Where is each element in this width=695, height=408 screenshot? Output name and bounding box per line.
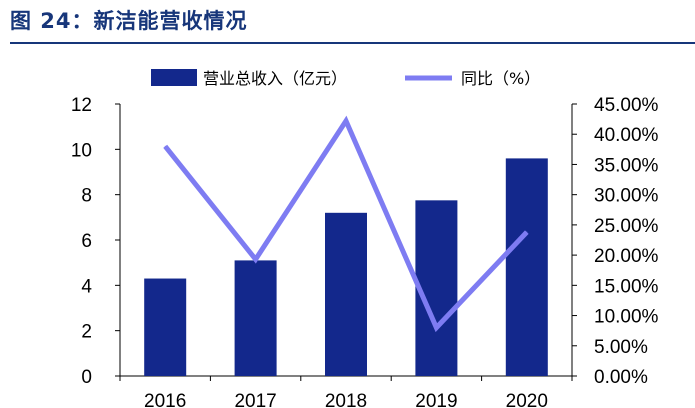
x-tick-label-2020: 2020 xyxy=(506,391,548,408)
left-axis-tick-label: 8 xyxy=(81,186,92,207)
right-axis-tick-label: 45.00% xyxy=(594,95,659,116)
bar-series xyxy=(144,158,548,376)
right-axis-tick-label: 30.00% xyxy=(594,186,659,207)
bar-2017 xyxy=(234,260,277,376)
bar-2020 xyxy=(505,158,548,376)
left-axis-tick-label: 4 xyxy=(81,276,92,297)
bar-2018 xyxy=(325,212,367,376)
yoy-point-2020 xyxy=(526,231,528,233)
left-axis-tick-label: 2 xyxy=(81,322,92,343)
title-divider xyxy=(10,42,695,44)
x-tick-label-2019: 2019 xyxy=(415,391,457,408)
x-tick-labels: 2016 2017 2018 2019 2020 xyxy=(144,391,548,408)
x-tick-label-2017: 2017 xyxy=(234,391,276,408)
bar-2016 xyxy=(144,278,187,376)
right-axis-tick-label: 10.00% xyxy=(594,307,659,328)
right-axis-tick-label: 25.00% xyxy=(594,216,659,237)
legend-bar-label: 营业总收入（亿元） xyxy=(203,69,347,88)
yoy-point-2016 xyxy=(164,145,166,147)
right-axis-tick-label: 40.00% xyxy=(594,125,659,146)
legend-bar-swatch xyxy=(151,69,197,86)
line-series xyxy=(163,115,529,333)
right-axis-tick-label: 5.00% xyxy=(594,337,648,358)
figure-title: 图 24：新洁能营收情况 xyxy=(10,9,248,33)
bar-2019 xyxy=(415,200,458,376)
right-axis-tick-label: 20.00% xyxy=(594,246,659,267)
yoy-point-2017 xyxy=(255,258,257,260)
chart-legend: 营业总收入（亿元） 同比（%） xyxy=(151,69,540,88)
left-axis-tick-label: 6 xyxy=(81,231,92,252)
right-axis-tick-label: 0.00% xyxy=(594,367,648,388)
x-tick-label-2018: 2018 xyxy=(325,391,367,408)
legend-line-label: 同比（%） xyxy=(461,69,540,88)
left-axis-tick-label: 0 xyxy=(81,367,92,388)
right-axis-tick-label: 35.00% xyxy=(594,155,659,176)
right-axis-tick-label: 15.00% xyxy=(594,276,659,297)
chart-axes: 0 2 4 6 8 10 12 0.00% 5.00% 10.00% 15.00% 20.00% 25.… xyxy=(71,95,659,388)
yoy-point-2019 xyxy=(435,327,437,329)
left-axis-tick-label: 12 xyxy=(71,95,92,116)
yoy-point-2018 xyxy=(345,120,347,122)
x-tick-label-2016: 2016 xyxy=(144,391,186,408)
left-axis-tick-label: 10 xyxy=(71,140,92,161)
